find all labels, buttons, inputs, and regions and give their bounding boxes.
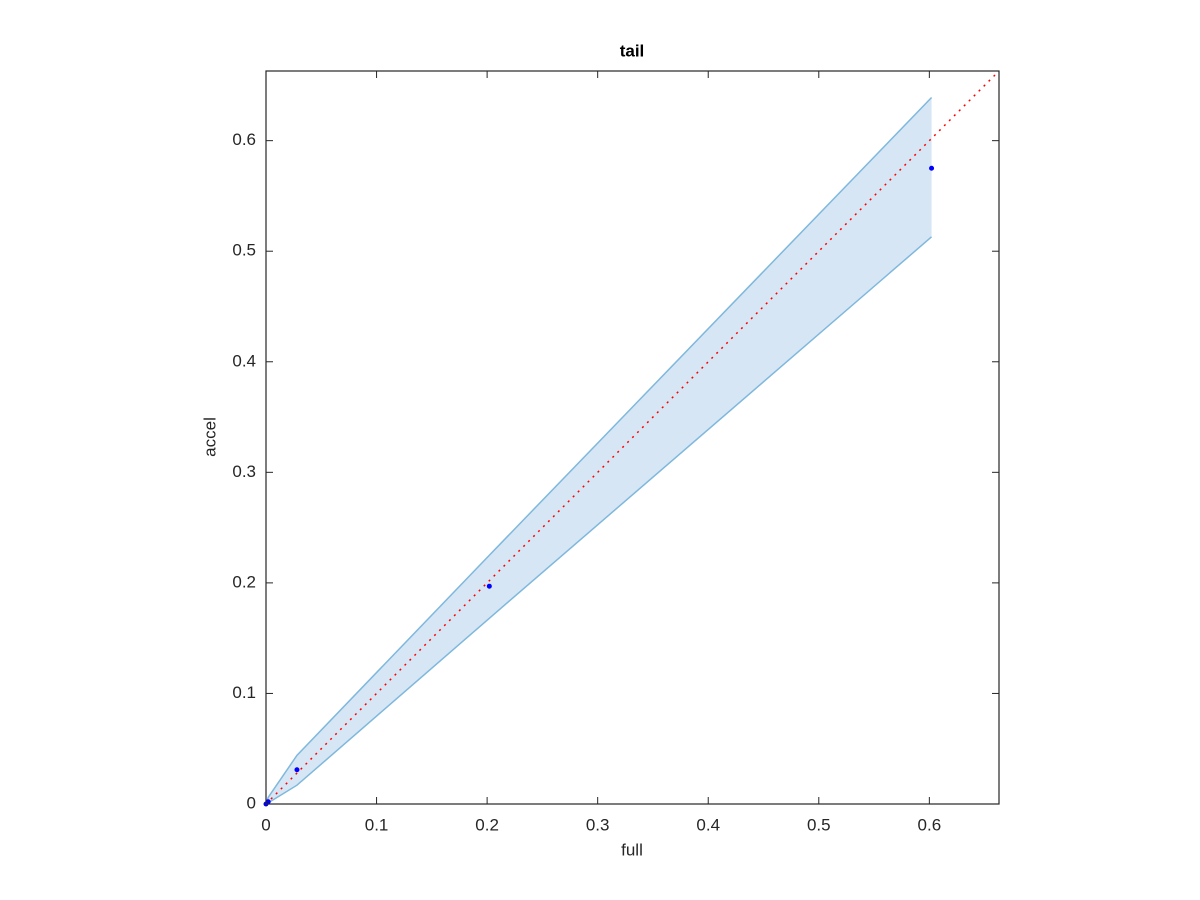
y-tick-label: 0.1 — [232, 683, 256, 702]
point — [265, 799, 271, 805]
y-tick-label: 0.2 — [232, 572, 256, 591]
y-tick-label: 0.4 — [232, 351, 256, 370]
band-area — [266, 97, 932, 804]
y-tick-label: 0.5 — [232, 241, 256, 260]
y-tick-label: 0 — [247, 793, 256, 812]
axes-box — [265, 70, 1000, 805]
x-tick-label: 0.3 — [586, 815, 610, 834]
y-tick-label: 0.3 — [232, 462, 256, 481]
x-axis-label: full — [621, 840, 643, 859]
y-tick-label: 0.6 — [232, 130, 256, 149]
point — [486, 583, 492, 589]
point — [929, 165, 935, 171]
x-tick-label: 0.2 — [475, 815, 499, 834]
x-tick-label: 0 — [261, 815, 270, 834]
x-tick-label: 0.4 — [696, 815, 720, 834]
y-axis-label: accel — [200, 417, 219, 457]
chart-title: tail — [620, 41, 645, 60]
reference-line — [265, 70, 1000, 805]
x-tick-label: 0.5 — [807, 815, 831, 834]
point — [294, 767, 300, 773]
x-tick-label: 0.6 — [918, 815, 942, 834]
x-tick-label: 0.1 — [365, 815, 389, 834]
